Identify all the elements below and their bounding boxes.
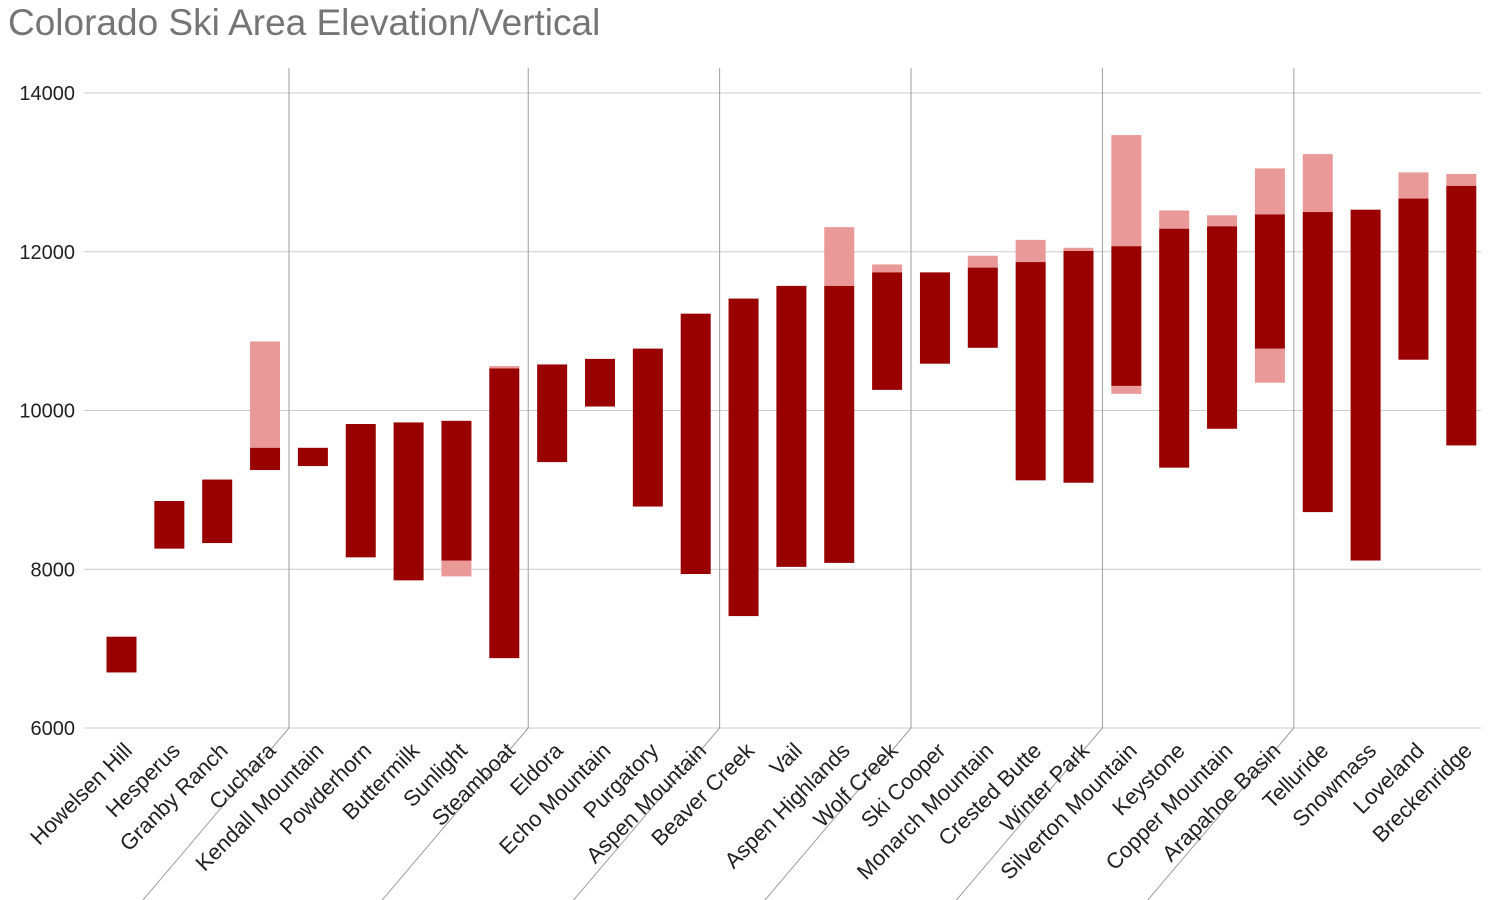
group-separator-slant xyxy=(573,727,721,900)
lift-served-bar xyxy=(1063,250,1094,483)
group-separator-slant xyxy=(381,727,529,900)
lift-served-bar xyxy=(1350,209,1381,561)
y-tick-label: 12000 xyxy=(19,242,75,264)
lift-served-bar xyxy=(632,348,663,507)
hike-to-top-bar xyxy=(489,366,520,369)
lift-served-bar xyxy=(393,422,424,581)
lift-served-bar xyxy=(1111,246,1142,386)
hike-to-top-bar xyxy=(1159,210,1190,229)
lift-served-bar xyxy=(250,447,281,471)
lift-served-bar xyxy=(919,272,950,364)
hike-to-bottom-bar xyxy=(1254,348,1285,383)
lift-served-bar xyxy=(154,500,185,549)
lift-served-bar xyxy=(489,368,520,659)
y-tick-label: 6000 xyxy=(31,718,76,740)
hike-to-top-bar xyxy=(1302,154,1333,213)
lift-served-bar xyxy=(537,364,568,463)
lift-served-bar xyxy=(776,285,807,567)
lift-served-bar xyxy=(1207,226,1238,429)
hike-to-top-bar xyxy=(1111,135,1142,247)
lift-served-bar xyxy=(1015,262,1046,481)
lift-served-bar xyxy=(1446,185,1477,446)
lift-served-bar xyxy=(441,420,472,561)
hike-to-top-bar xyxy=(250,341,281,448)
lift-served-bar xyxy=(202,479,233,544)
lift-served-bar xyxy=(680,313,711,575)
hike-to-top-bar xyxy=(967,255,998,268)
lift-served-bar xyxy=(345,423,376,558)
hike-to-top-bar xyxy=(1446,173,1477,186)
lift-served-bar xyxy=(872,272,903,390)
lift-served-bar xyxy=(824,285,855,563)
hike-to-top-bar xyxy=(1398,172,1429,199)
hike-to-top-bar xyxy=(1015,239,1046,263)
hike-to-top-bar xyxy=(1063,247,1094,251)
lift-served-bar xyxy=(297,447,328,467)
hike-to-top-bar xyxy=(872,264,903,273)
group-separator-slant xyxy=(142,727,290,900)
y-tick-label: 8000 xyxy=(31,559,76,581)
hike-to-bottom-bar xyxy=(441,560,472,577)
group-separator-slant xyxy=(1147,727,1295,900)
group-separator-slant xyxy=(764,727,912,900)
group-separator-slant xyxy=(956,727,1103,900)
lift-served-bar xyxy=(1398,198,1429,360)
lift-served-bar xyxy=(728,298,759,617)
chart-title: Colorado Ski Area Elevation/Vertical xyxy=(8,2,601,43)
lift-served-bar xyxy=(967,267,998,348)
lift-served-bar xyxy=(1302,212,1333,513)
lift-served-bar xyxy=(1159,228,1190,468)
lift-served-bar xyxy=(106,636,137,673)
lift-served-bar xyxy=(1254,214,1285,349)
lift-served-bar xyxy=(585,358,615,407)
hike-to-top-bar xyxy=(1254,168,1285,215)
hike-to-top-bar xyxy=(1207,215,1238,227)
y-tick-label: 10000 xyxy=(19,401,75,423)
hike-to-top-bar xyxy=(824,227,855,286)
y-tick-label: 14000 xyxy=(19,83,75,105)
hike-to-bottom-bar xyxy=(1111,385,1142,394)
